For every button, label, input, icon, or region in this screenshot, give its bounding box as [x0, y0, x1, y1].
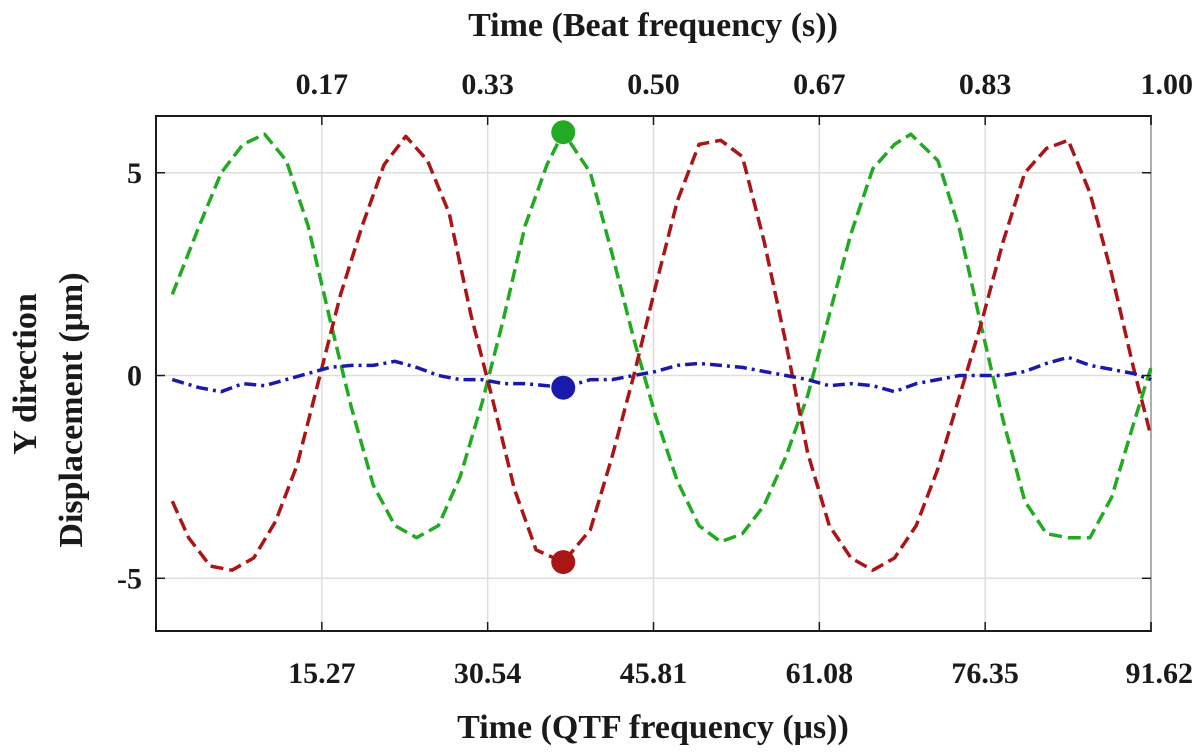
top-tick-label: 0.67 — [793, 68, 846, 101]
x-tick-label: 45.81 — [620, 657, 688, 690]
series-group — [170, 130, 1153, 572]
x-tick-label: 91.62 — [1126, 657, 1194, 690]
tick-group: 15.27 0.17 30.54 0.33 45.81 0.50 61.08 0.67 76.3… — [117, 68, 1193, 690]
marker-group — [551, 120, 576, 575]
top-tick-label: 1.00 — [1141, 68, 1194, 101]
data-point-marker-3 — [551, 550, 576, 575]
x-tick-label: 30.54 — [454, 657, 522, 690]
y-tick-label: -5 — [117, 562, 142, 595]
top-tick-label: 0.33 — [461, 68, 514, 101]
series-line-3 — [171, 355, 1152, 394]
data-point-marker-1 — [551, 120, 576, 145]
top-tick-label: 0.17 — [296, 68, 349, 101]
y-tick-label: 0 — [127, 360, 142, 393]
x-tick-label: 61.08 — [786, 657, 854, 690]
top-axis-title: Time (Beat frequency (s)) — [468, 7, 838, 44]
y-tick-label: 5 — [127, 157, 142, 190]
x-tick-label: 76.35 — [951, 657, 1019, 690]
x-axis-title: Time (QTF frequency (μs)) — [457, 709, 849, 746]
data-point-marker-2 — [551, 375, 576, 400]
top-tick-label: 0.83 — [959, 68, 1012, 101]
top-tick-label: 0.50 — [627, 68, 680, 101]
grid — [156, 116, 1152, 631]
x-tick-label: 15.27 — [288, 657, 356, 690]
series-line-2 — [170, 134, 1153, 572]
y-axis-title-line2: Displacement (μm) — [53, 272, 90, 547]
y-axis-title-line1: Y direction — [7, 293, 44, 455]
